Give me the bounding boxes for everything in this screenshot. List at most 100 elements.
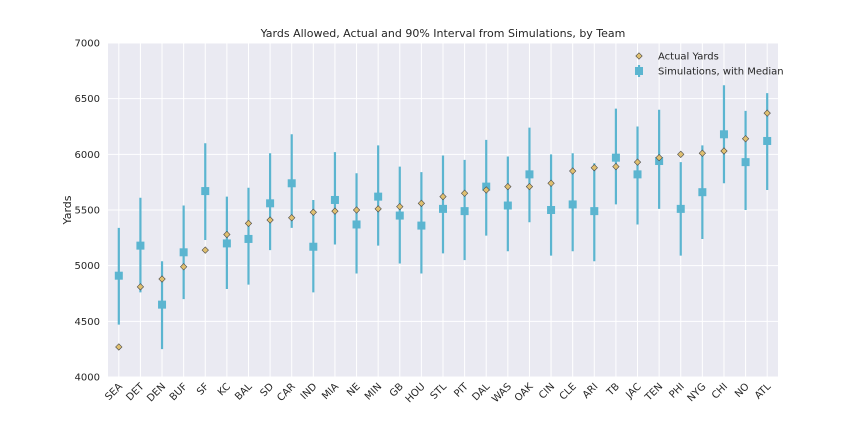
actual-marker (374, 205, 382, 213)
x-tick-label: WAS (490, 381, 514, 405)
x-tick-label: DAL (470, 381, 492, 403)
x-tick-label: KC (216, 381, 233, 398)
x-tick-label: SF (195, 381, 212, 398)
median-marker (287, 179, 296, 188)
median-marker (698, 188, 707, 197)
x-tick-label: ATL (753, 381, 774, 402)
actual-marker (525, 182, 534, 191)
x-tick-label: NYG (686, 381, 709, 404)
median-marker (395, 211, 404, 220)
median-markers (114, 130, 772, 309)
x-tick-label: NO (733, 381, 752, 400)
x-tick-label: OAK (513, 381, 536, 404)
median-marker (244, 234, 253, 243)
median-marker (611, 153, 620, 162)
actual-marker (309, 208, 317, 216)
legend: Actual Yards Simulations, with Median (635, 52, 784, 78)
median-marker (503, 201, 512, 210)
x-tick-label: IND (299, 381, 320, 402)
legend-actual-marker (635, 52, 643, 60)
legend-sim-marker (635, 67, 643, 75)
median-marker (352, 220, 361, 229)
actual-marker (720, 147, 728, 155)
actual-marker (223, 230, 231, 239)
actual-marker (504, 182, 512, 191)
actual-marker (417, 199, 426, 207)
x-tick-label: BAL (233, 381, 255, 403)
x-tick-label: CIN (537, 381, 557, 401)
actual-marker (612, 162, 620, 171)
y-tick-label: 7000 (75, 39, 100, 50)
median-marker (417, 221, 426, 230)
median-marker (179, 248, 188, 257)
x-tick-label: TEN (643, 381, 666, 404)
actual-marker (288, 214, 296, 222)
x-tick-label: STL (429, 381, 450, 402)
median-marker (590, 207, 599, 216)
actual-marker (655, 154, 663, 162)
actual-marker (136, 283, 145, 291)
median-marker (460, 207, 469, 216)
y-tick-label: 4500 (75, 317, 100, 328)
actual-marker (266, 216, 274, 224)
x-tick-label: SD (258, 381, 276, 399)
actual-marker (460, 189, 469, 197)
actual-marker (396, 203, 404, 211)
median-marker (266, 199, 275, 208)
actual-marker (158, 275, 166, 283)
x-tick-label: MIN (363, 381, 384, 402)
median-marker (439, 204, 447, 213)
actual-marker (677, 150, 685, 158)
x-tick-label: JAC (624, 381, 644, 401)
x-tick-label: CHI (710, 381, 730, 401)
x-tick-label: TB (604, 381, 622, 399)
actual-markers (115, 109, 771, 351)
median-marker (222, 239, 231, 248)
median-marker (719, 130, 728, 139)
x-tick-label: CLE (558, 381, 579, 402)
actual-marker (633, 158, 642, 166)
actual-marker (590, 164, 598, 172)
median-marker (158, 300, 167, 309)
median-marker (568, 200, 577, 209)
actual-marker (115, 343, 123, 351)
x-tick-label: DEN (145, 381, 168, 404)
median-marker (763, 136, 772, 145)
median-marker (676, 204, 685, 213)
actual-marker (569, 167, 577, 175)
x-tick-label: MIA (320, 381, 341, 402)
actual-marker (352, 206, 361, 214)
actual-marker (201, 246, 209, 254)
x-tick-label: CAR (275, 381, 298, 404)
y-tick-labels: 4000 4500 5000 5500 6000 6500 7000 (75, 39, 100, 384)
y-tick-label: 4000 (75, 373, 100, 384)
median-marker (114, 271, 123, 280)
median-marker (201, 187, 210, 196)
x-tick-label: PIT (452, 381, 471, 400)
y-tick-label: 5500 (75, 206, 100, 217)
actual-marker (741, 135, 750, 143)
y-tick-label: 6500 (75, 94, 100, 105)
y-tick-label: 5000 (75, 261, 100, 272)
actual-marker (331, 207, 339, 215)
median-marker (330, 195, 339, 204)
chart-title: Yards Allowed, Actual and 90% Interval f… (260, 27, 626, 40)
y-tick-label: 6000 (75, 150, 100, 161)
x-tick-label: DET (125, 381, 148, 404)
actual-marker (482, 186, 490, 194)
actual-marker (180, 263, 188, 271)
actual-marker (439, 193, 447, 201)
median-marker (633, 170, 642, 179)
x-tick-label: SEA (103, 381, 125, 403)
x-tick-label: HOU (404, 381, 428, 405)
median-marker (136, 241, 145, 250)
median-marker (547, 206, 556, 214)
y-axis-label: Yards (61, 195, 74, 225)
median-marker (309, 242, 318, 251)
x-tick-label: BUF (168, 381, 190, 403)
median-marker (374, 192, 383, 201)
x-tick-label: NE (345, 381, 363, 399)
median-marker (525, 170, 534, 179)
